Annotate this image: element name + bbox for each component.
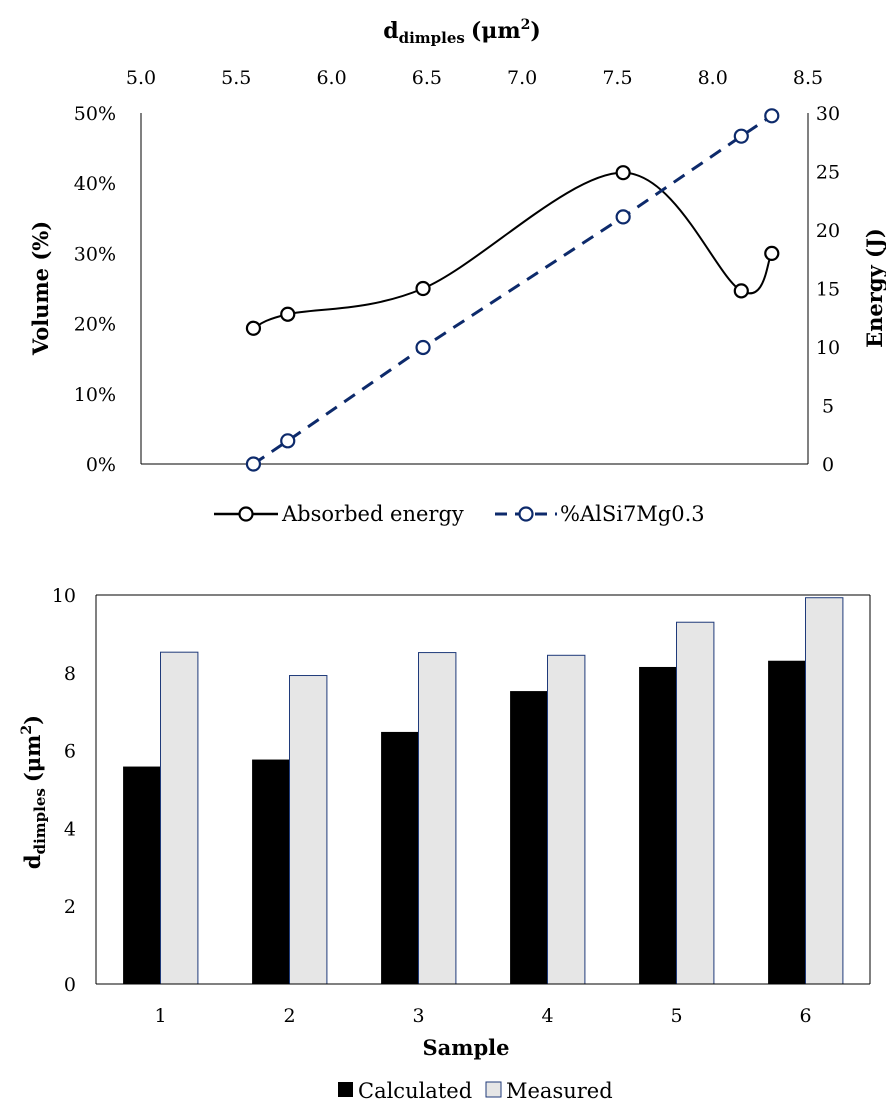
bar-measured bbox=[289, 675, 328, 985]
right-y-tick-labels: 0 5 10 15 20 25 30 bbox=[816, 103, 840, 476]
left-y-axis-title: Volume (%) bbox=[28, 221, 53, 356]
bar-group bbox=[123, 597, 844, 985]
left-y-tick-label: 50% bbox=[74, 103, 116, 125]
top-axis-title-sup: 2 bbox=[521, 17, 531, 33]
bar-x-axis-title: Sample bbox=[422, 1035, 509, 1060]
legend-measured-label: Measured bbox=[506, 1079, 613, 1103]
right-y-tick-label: 15 bbox=[816, 279, 840, 301]
point-alsi7mg bbox=[615, 209, 631, 225]
legend-alsi-marker bbox=[518, 506, 534, 522]
point-absorbed-energy bbox=[245, 320, 262, 336]
legend-measured-swatch bbox=[485, 1081, 502, 1098]
top-x-tick-label: 8.5 bbox=[793, 67, 823, 89]
right-y-tick-label: 20 bbox=[816, 220, 840, 242]
line-legend: Absorbed energy %AlSi7Mg0.3 bbox=[214, 502, 705, 526]
right-y-tick-label: 30 bbox=[816, 103, 840, 125]
bar-y-tick-label: 6 bbox=[64, 741, 76, 763]
bar-y-tick-label: 0 bbox=[64, 974, 76, 996]
bar-y-tick-label: 2 bbox=[64, 896, 76, 918]
top-axis-title: ddimples (μm2) bbox=[383, 17, 541, 47]
point-absorbed-energy bbox=[764, 245, 780, 261]
bar-calculated bbox=[252, 759, 290, 984]
bar-x-tick-label: 6 bbox=[799, 1005, 811, 1027]
right-y-tick-label: 10 bbox=[816, 337, 840, 359]
top-x-tick-label: 5.0 bbox=[126, 67, 156, 89]
point-absorbed-energy bbox=[280, 306, 296, 322]
bar-measured bbox=[547, 654, 586, 985]
bar-x-tick-label: 4 bbox=[541, 1005, 553, 1027]
right-y-tick-label: 25 bbox=[816, 162, 840, 184]
bar-y-tick-label: 8 bbox=[64, 663, 76, 685]
left-y-tick-label: 40% bbox=[74, 173, 116, 195]
bar-y-title-unit: (μm bbox=[20, 735, 45, 783]
bar-y-title-sub: dimples bbox=[31, 788, 49, 854]
bar-calculated bbox=[381, 731, 419, 984]
left-y-tick-label: 0% bbox=[86, 454, 116, 476]
bar-calculated bbox=[510, 691, 548, 984]
point-alsi7mg bbox=[245, 456, 262, 472]
legend-alsi-label: %AlSi7Mg0.3 bbox=[560, 502, 705, 526]
left-y-tick-labels: 0% 10% 20% 30% 40% 50% bbox=[74, 103, 116, 476]
legend-calculated-label: Calculated bbox=[358, 1079, 472, 1103]
bar-y-title-close: ) bbox=[20, 715, 45, 725]
top-x-tick-label: 5.5 bbox=[221, 67, 251, 89]
bar-measured bbox=[676, 621, 715, 985]
line-series-group bbox=[245, 108, 780, 472]
bar-measured bbox=[418, 652, 457, 985]
top-axis-title-sub: dimples bbox=[399, 29, 465, 47]
point-absorbed-energy bbox=[415, 280, 431, 297]
line-chart: ddimples (μm2) 5.0 5.5 6.0 6.5 7.0 7.5 8.0 8.5 0… bbox=[28, 17, 886, 526]
point-absorbed-energy bbox=[615, 165, 631, 181]
bar-y-title-sup: 2 bbox=[19, 725, 35, 735]
bar-calculated bbox=[768, 660, 806, 984]
bar-x-tick-label: 5 bbox=[670, 1005, 682, 1027]
top-axis-title-close: ) bbox=[530, 18, 540, 44]
bar-x-tick-labels: 1 2 3 4 5 6 bbox=[154, 1005, 811, 1027]
bar-legend: Calculated Measured bbox=[338, 1079, 613, 1103]
bar-y-tick-label: 4 bbox=[64, 818, 76, 840]
series-line-absorbed-energy bbox=[252, 171, 773, 330]
left-y-tick-label: 20% bbox=[74, 314, 116, 336]
left-y-tick-label: 10% bbox=[74, 384, 116, 406]
right-y-axis-title: Energy (J) bbox=[862, 228, 886, 348]
bar-calculated bbox=[639, 666, 677, 984]
top-x-tick-label: 8.0 bbox=[698, 67, 728, 89]
bar-x-tick-label: 3 bbox=[412, 1005, 424, 1027]
series-line-alsi7mg bbox=[252, 114, 773, 466]
point-absorbed-energy bbox=[733, 283, 749, 299]
point-alsi7mg bbox=[415, 339, 431, 356]
top-x-tick-labels: 5.0 5.5 6.0 6.5 7.0 7.5 8.0 8.5 bbox=[126, 67, 823, 89]
right-y-tick-label: 5 bbox=[822, 396, 834, 418]
bar-y-tick-label: 10 bbox=[52, 585, 76, 607]
top-axis-title-main: d bbox=[383, 18, 398, 44]
point-alsi7mg bbox=[280, 433, 296, 449]
legend-absorbed-energy-marker bbox=[238, 506, 254, 522]
bar-calculated bbox=[123, 766, 161, 984]
bar-y-title-main: d bbox=[20, 854, 45, 869]
right-y-tick-label: 0 bbox=[822, 454, 834, 476]
bar-y-tick-labels: 0 2 4 6 8 10 bbox=[52, 585, 76, 996]
top-x-tick-label: 7.5 bbox=[602, 67, 632, 89]
bar-measured bbox=[160, 651, 199, 985]
bar-measured bbox=[805, 597, 844, 985]
top-x-tick-label: 7.0 bbox=[507, 67, 537, 89]
point-alsi7mg bbox=[764, 108, 780, 124]
left-y-tick-label: 30% bbox=[74, 243, 116, 265]
top-x-tick-label: 6.0 bbox=[316, 67, 346, 89]
legend-calculated-swatch bbox=[338, 1082, 353, 1097]
top-axis-title-unit: (μm bbox=[471, 18, 521, 44]
bar-y-axis-title: ddimples (μm2) bbox=[19, 715, 49, 869]
point-alsi7mg bbox=[733, 128, 749, 144]
top-x-tick-label: 6.5 bbox=[412, 67, 442, 89]
bar-x-tick-label: 2 bbox=[283, 1005, 295, 1027]
bar-x-tick-label: 1 bbox=[154, 1005, 166, 1027]
legend-absorbed-energy-label: Absorbed energy bbox=[281, 502, 464, 526]
